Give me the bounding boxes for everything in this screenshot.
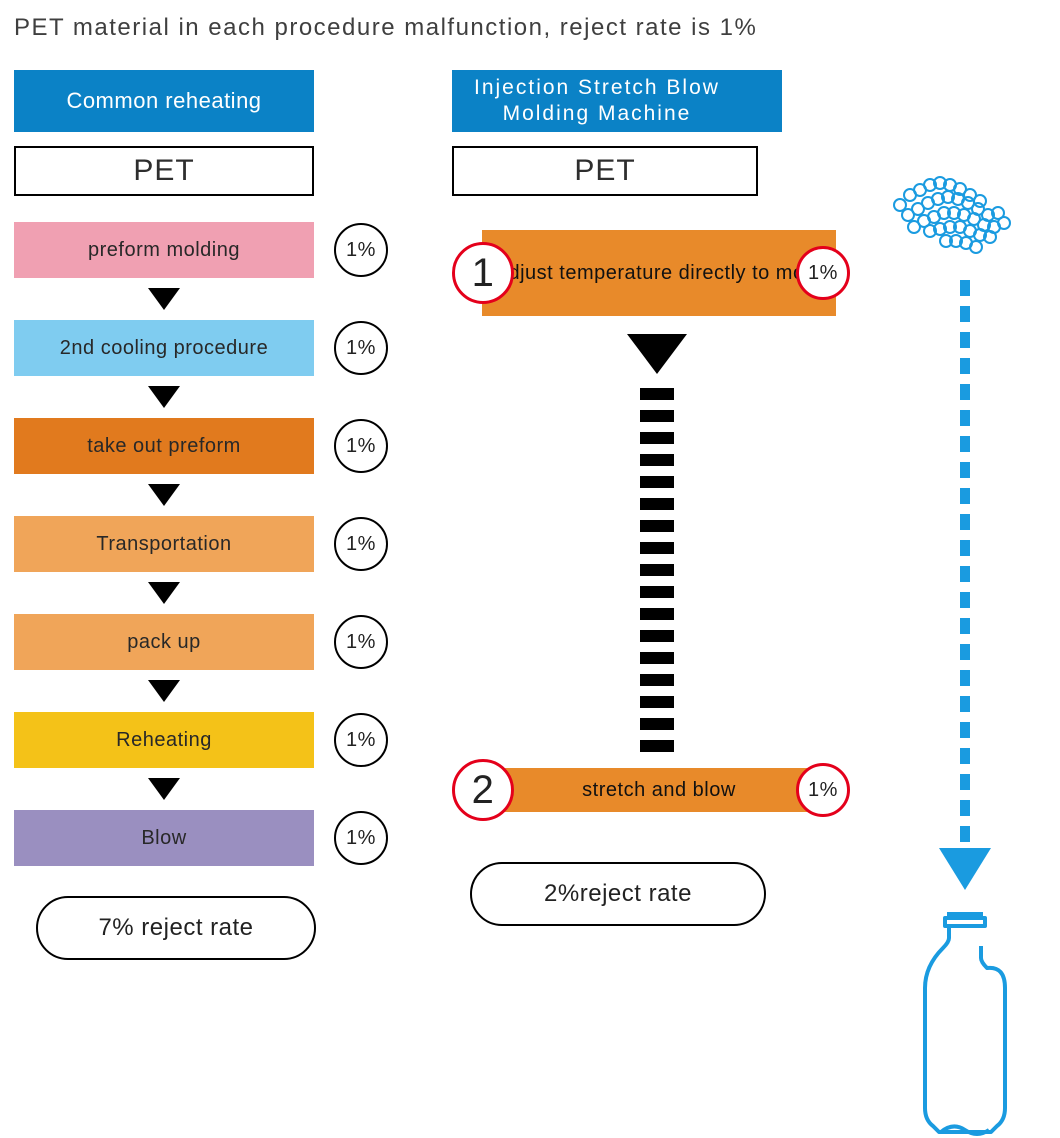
blue-dashed-arrow	[958, 280, 972, 842]
pct-badge: 1%	[334, 223, 388, 277]
mid-result-pill: 2%reject rate	[470, 862, 766, 926]
left-step-row: Reheating 1%	[14, 712, 414, 768]
left-step-row: take out preform 1%	[14, 418, 414, 474]
pct-badge: 1%	[334, 517, 388, 571]
blue-arrowhead-icon	[939, 848, 991, 890]
mid-pet-box: PET	[452, 146, 758, 196]
pct-badge: 1%	[334, 615, 388, 669]
left-pet-box: PET	[14, 146, 314, 196]
left-result-pill: 7% reject rate	[36, 896, 316, 960]
pct-badge: 1%	[334, 321, 388, 375]
down-arrow-icon	[148, 386, 180, 408]
left-header: Common reheating	[14, 70, 314, 132]
left-column: Common reheating PET preform molding1%2n…	[14, 70, 414, 960]
left-step-box: Blow	[14, 810, 314, 866]
left-step-row: 2nd cooling procedure 1%	[14, 320, 414, 376]
left-step-box: take out preform	[14, 418, 314, 474]
page-title: PET material in each procedure malfuncti…	[14, 14, 757, 42]
left-step-box: Transportation	[14, 516, 314, 572]
mid-dashed-connector	[640, 374, 674, 752]
pellets-icon	[880, 165, 1040, 265]
mid-step-2-pct-badge: 1%	[796, 763, 850, 817]
mid-step-1-pct-badge: 1%	[796, 246, 850, 300]
pct-badge: 1%	[334, 811, 388, 865]
mid-step-2-box: stretch and blow	[482, 768, 836, 812]
left-step-row: pack up 1%	[14, 614, 414, 670]
mid-column: Injection Stretch Blow Molding Machine P…	[452, 70, 862, 926]
left-step-box: Reheating	[14, 712, 314, 768]
left-step-box: 2nd cooling procedure	[14, 320, 314, 376]
mid-step-2: stretch and blow 2 1%	[482, 768, 836, 812]
left-step-box: pack up	[14, 614, 314, 670]
down-arrow-icon	[148, 484, 180, 506]
down-arrow-icon	[148, 778, 180, 800]
down-arrow-icon	[148, 582, 180, 604]
left-step-row: Transportation 1%	[14, 516, 414, 572]
left-step-row: Blow 1%	[14, 810, 414, 866]
mid-header: Injection Stretch Blow Molding Machine	[452, 70, 782, 132]
mid-step-1: adjust temperature directly to mold 1 1%	[482, 230, 836, 316]
right-column	[880, 165, 1050, 1138]
mid-step-2-num-badge: 2	[452, 759, 514, 821]
bottle-icon	[905, 908, 1025, 1138]
left-step-box: preform molding	[14, 222, 314, 278]
mid-step-1-num-badge: 1	[452, 242, 514, 304]
left-step-row: preform molding 1%	[14, 222, 414, 278]
down-arrow-icon	[148, 680, 180, 702]
pct-badge: 1%	[334, 419, 388, 473]
mid-step-1-box: adjust temperature directly to mold	[482, 230, 836, 316]
pct-badge: 1%	[334, 713, 388, 767]
down-arrow-icon	[148, 288, 180, 310]
mid-big-down-arrow-icon	[627, 334, 687, 374]
